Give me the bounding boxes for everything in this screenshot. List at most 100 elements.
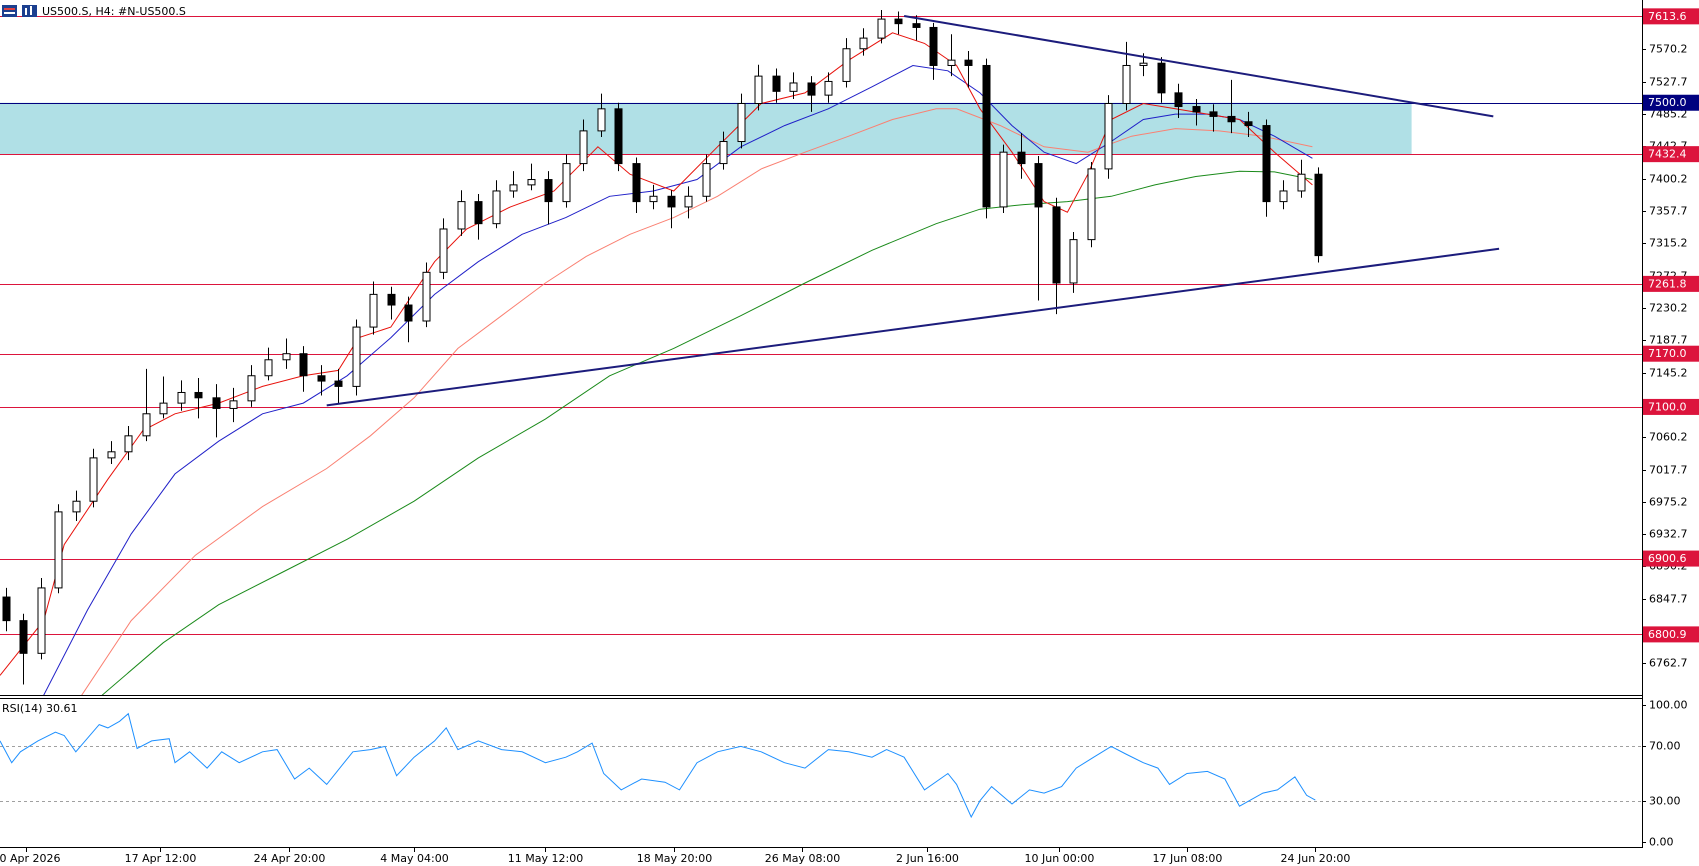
candle-body: [1209, 111, 1218, 117]
y-tick-label: 6762.7: [1649, 657, 1688, 670]
candle-body: [614, 108, 623, 165]
candle-body: [439, 228, 448, 273]
candle-body: [177, 391, 186, 404]
candle-body: [1017, 151, 1026, 165]
candle-body: [772, 75, 781, 92]
trendline: [903, 15, 1494, 118]
candle-body: [999, 151, 1008, 208]
candle-body: [789, 82, 798, 92]
x-tick-label: 11 May 12:00: [508, 852, 583, 865]
candle-body: [334, 380, 343, 387]
x-tick-label: 2 Jun 16:00: [896, 852, 959, 865]
candle-body: [474, 201, 483, 225]
candle-body: [754, 75, 763, 105]
level-label-box: [1643, 550, 1699, 567]
candle-body: [1192, 106, 1201, 113]
level-label: 7500.0: [1648, 96, 1687, 109]
candle-body: [457, 201, 466, 230]
candle-body: [947, 59, 956, 66]
candle-body: [527, 179, 536, 186]
icon: [4, 12, 15, 14]
candle-body: [824, 80, 833, 96]
level-label: 6800.9: [1648, 628, 1687, 641]
candle-body: [247, 375, 256, 402]
y-tick-label: 70.00: [1649, 740, 1681, 753]
icon: [4, 8, 15, 10]
candle-body: [492, 190, 501, 225]
x-tick-label: 24 Apr 20:00: [254, 852, 326, 865]
y-tick-label: 7400.2: [1649, 173, 1688, 186]
level-label: 7261.8: [1648, 277, 1687, 290]
y-tick-label: 7357.7: [1649, 205, 1688, 218]
candle-body: [1052, 206, 1061, 284]
candle-body: [72, 500, 81, 513]
y-tick-label: 7145.2: [1649, 367, 1688, 380]
y-tick-label: 6932.7: [1649, 528, 1688, 541]
level-label: 6900.6: [1648, 552, 1687, 565]
candle-body: [877, 18, 886, 39]
candle-body: [684, 195, 693, 208]
moving-average: [101, 170, 1313, 695]
level-label-box: [1643, 626, 1699, 643]
level-label-box: [1643, 345, 1699, 362]
x-tick-label: 18 May 20:00: [637, 852, 712, 865]
candle-body: [19, 620, 28, 654]
level-label-box: [1643, 398, 1699, 415]
candle-body: [107, 451, 116, 459]
candle-body: [579, 130, 588, 165]
y-tick-label: 7485.2: [1649, 108, 1688, 121]
candle-body: [737, 103, 746, 143]
y-tick-label: 6847.7: [1649, 593, 1688, 606]
candle-body: [1314, 173, 1323, 257]
level-label-box: [1643, 146, 1699, 163]
candle-body: [1244, 121, 1253, 127]
candle-body: [964, 59, 973, 66]
x-tick-label: 17 Apr 12:00: [125, 852, 197, 865]
chart-title: US500.S, H4: #N-US500.S: [42, 5, 186, 18]
candle-body: [212, 397, 221, 409]
y-tick-label: 7017.7: [1649, 464, 1688, 477]
candle-body: [1227, 115, 1236, 123]
candle-body: [159, 402, 168, 415]
candle-body: [2, 596, 11, 622]
candle-body: [194, 391, 203, 399]
y-tick-label: 100.00: [1649, 699, 1688, 712]
moving-average: [43, 64, 1313, 695]
x-tick-label: 26 May 08:00: [765, 852, 840, 865]
candle-body: [702, 163, 711, 197]
candle-body: [1297, 173, 1306, 192]
level-label-box: [1643, 94, 1699, 111]
y-tick-label: 30.00: [1649, 795, 1681, 808]
candle-body: [387, 293, 396, 306]
candle-body: [1069, 239, 1078, 284]
candle-body: [124, 435, 133, 453]
y-tick-label: 7570.2: [1649, 43, 1688, 56]
candle-body: [807, 82, 816, 96]
icon: [22, 5, 37, 17]
candle-body: [37, 587, 46, 654]
y-tick-label: 6975.2: [1649, 496, 1688, 509]
level-label: 7432.4: [1648, 148, 1687, 161]
y-tick-label: 7060.2: [1649, 431, 1688, 444]
x-tick-label: 10 Apr 2026: [0, 852, 61, 865]
candle-body: [929, 26, 938, 66]
candle-body: [544, 179, 553, 203]
candle-body: [894, 18, 903, 25]
rsi-title: RSI(14) 30.61: [2, 702, 77, 715]
candle-body: [317, 375, 326, 382]
candle-body: [859, 37, 868, 50]
candle-body: [1034, 163, 1043, 208]
candle-body: [509, 184, 518, 192]
candle-body: [649, 195, 658, 203]
candle-body: [404, 304, 413, 322]
level-label: 7170.0: [1648, 347, 1687, 360]
candle-body: [54, 511, 63, 589]
candle-body: [299, 353, 308, 377]
y-tick-label: 7187.7: [1649, 334, 1688, 347]
x-tick-label: 17 Jun 08:00: [1153, 852, 1223, 865]
candle-body: [264, 359, 273, 377]
x-tick-label: 24 Jun 20:00: [1281, 852, 1351, 865]
